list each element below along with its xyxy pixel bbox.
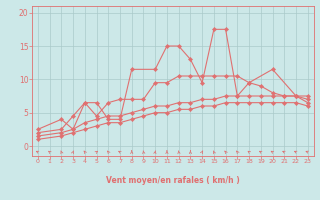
X-axis label: Vent moyen/en rafales ( km/h ): Vent moyen/en rafales ( km/h ) — [106, 176, 240, 185]
